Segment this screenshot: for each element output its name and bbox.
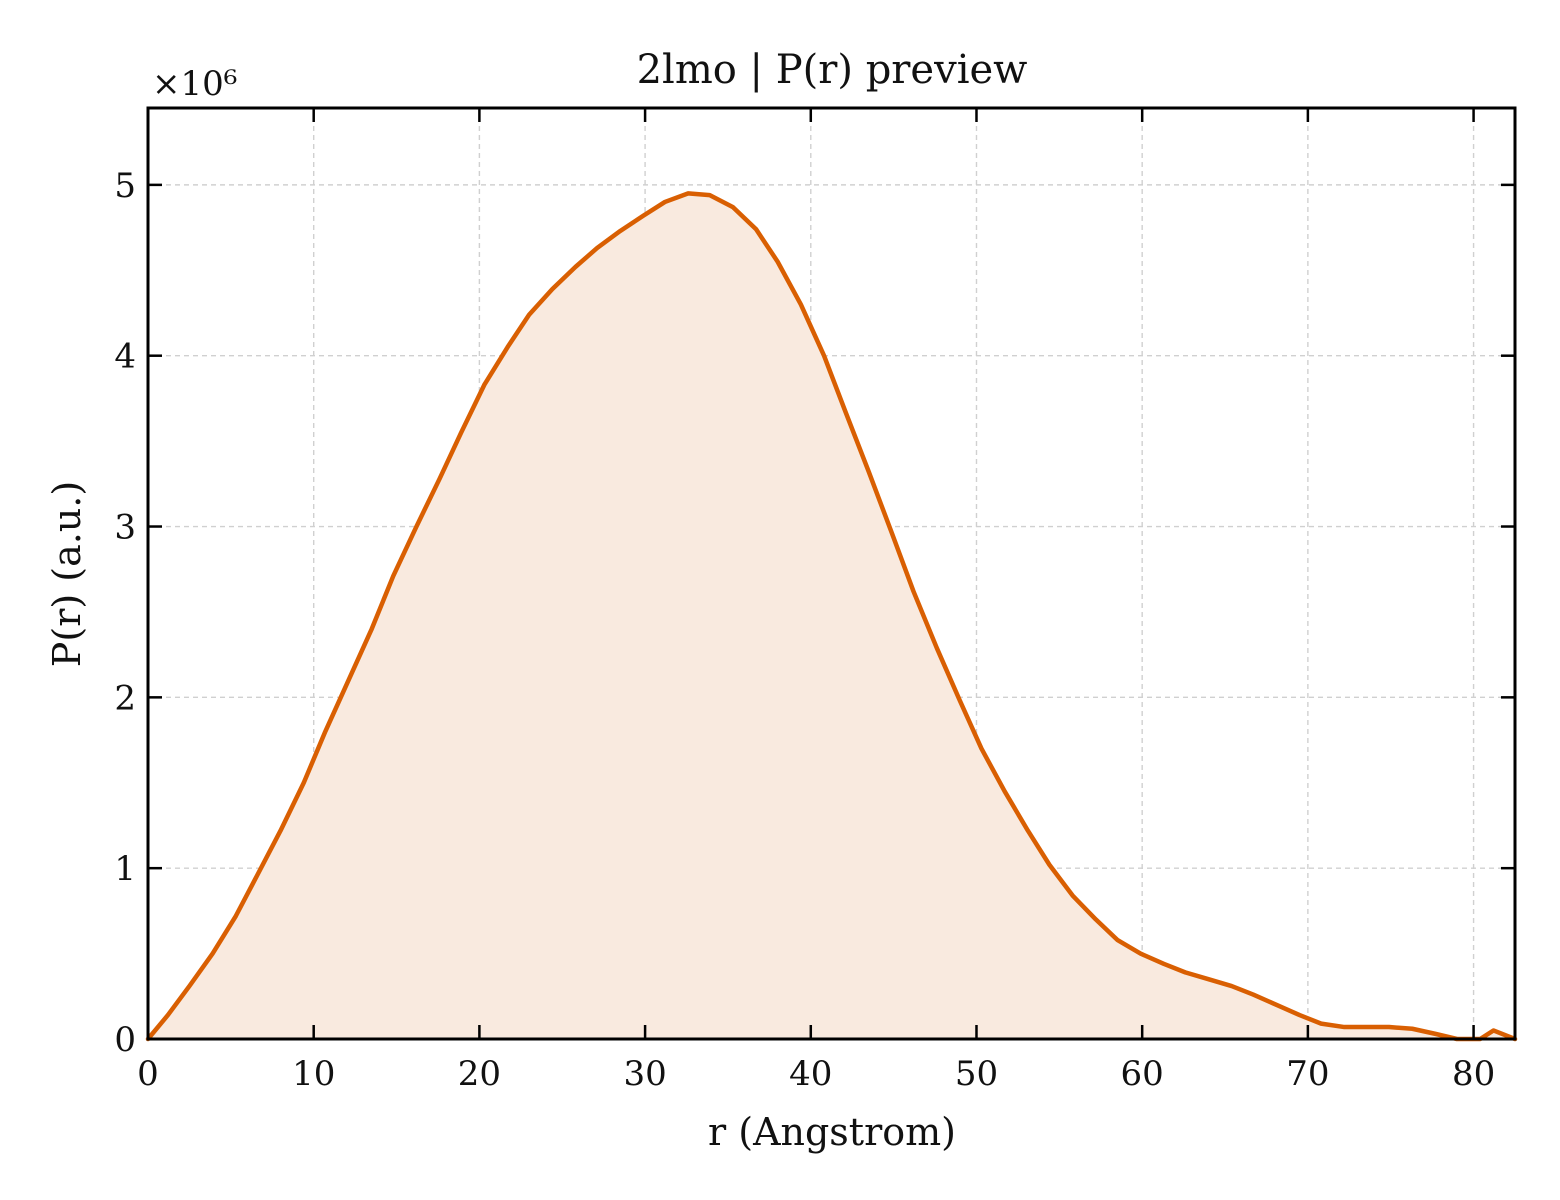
y-tick-label-2: 2: [114, 678, 136, 718]
x-ticks: 0 10 20 30 40 50 60 70 80: [137, 108, 1495, 1094]
x-tick-label-7: 70: [1286, 1054, 1329, 1094]
x-tick-label-6: 60: [1121, 1054, 1164, 1094]
y-tick-label-4: 4: [114, 337, 136, 377]
y-axis-label: P(r) (a.u.): [45, 481, 89, 667]
y-ticks: 0 1 2 3 4 5: [114, 166, 1515, 1060]
chart-title: 2lmo | P(r) preview: [637, 47, 1028, 93]
y-tick-label-5: 5: [114, 166, 136, 206]
x-axis-label: r (Angstrom): [708, 1110, 956, 1154]
x-tick-label-5: 50: [955, 1054, 998, 1094]
x-tick-label-4: 40: [789, 1054, 832, 1094]
y-multiplier-label: ×10⁶: [152, 64, 237, 104]
y-tick-label-3: 3: [114, 508, 136, 548]
x-tick-label-2: 20: [458, 1054, 501, 1094]
x-tick-label-3: 30: [623, 1054, 666, 1094]
x-tick-label-1: 10: [292, 1054, 335, 1094]
y-tick-label-0: 0: [114, 1020, 136, 1060]
plot-frame: [146, 106, 1517, 1041]
series-line: [145, 191, 1518, 1042]
x-tick-label-8: 80: [1452, 1054, 1495, 1094]
x-tick-label-0: 0: [137, 1054, 159, 1094]
y-tick-label-1: 1: [114, 849, 136, 889]
area-fill: [148, 193, 1515, 1039]
